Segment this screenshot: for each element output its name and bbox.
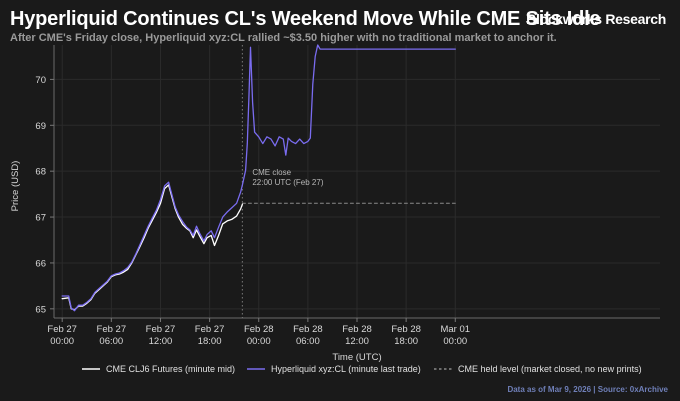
x-tick-label: Feb 28 xyxy=(293,324,323,335)
x-tick-label: 06:00 xyxy=(296,336,320,347)
x-tick-label: 12:00 xyxy=(149,336,173,347)
x-tick-label: 06:00 xyxy=(99,336,123,347)
chart-subtitle: After CME's Friday close, Hyperliquid xy… xyxy=(10,32,557,44)
x-tick-label: Feb 27 xyxy=(47,324,77,335)
grid xyxy=(53,45,660,319)
x-tick-label: Feb 27 xyxy=(97,324,127,335)
hyperliquid-series-line xyxy=(61,44,456,312)
data-source-note: Data as of Mar 9, 2026 | Source: 0xArchi… xyxy=(507,385,668,394)
x-tick-label: 18:00 xyxy=(394,336,418,347)
y-axis-label: Price (USD) xyxy=(10,161,21,212)
y-tick-label: 66 xyxy=(35,258,46,269)
x-tick-label: 18:00 xyxy=(198,336,222,347)
annotation-cme-close: CME close xyxy=(252,168,291,177)
x-axis-label: Time (UTC) xyxy=(332,352,381,363)
x-tick-label: Mar 01 xyxy=(440,324,470,335)
chart-title: Hyperliquid Continues CL's Weekend Move … xyxy=(10,8,601,30)
x-tick-label: Feb 28 xyxy=(342,324,372,335)
y-tick-label: 70 xyxy=(35,75,46,86)
x-tick-label: 00:00 xyxy=(247,336,271,347)
x-tick-label: Feb 28 xyxy=(244,324,274,335)
y-tick-label: 68 xyxy=(35,167,46,178)
y-axis: 65 66 67 68 69 70 xyxy=(35,75,54,315)
legend-item-hyperliquid-label: Hyperliquid xyz:CL (minute last trade) xyxy=(271,364,421,374)
cme-series-line xyxy=(61,184,244,311)
y-tick-label: 69 xyxy=(35,121,46,132)
x-tick-label: 12:00 xyxy=(345,336,369,347)
brand-logo-text: Blockworks Research xyxy=(526,11,666,27)
y-tick-label: 65 xyxy=(35,304,46,315)
x-tick-label: 00:00 xyxy=(443,336,467,347)
y-tick-label: 67 xyxy=(35,213,46,224)
legend-item-cme-held-label: CME held level (market closed, no new pr… xyxy=(458,364,642,374)
x-tick-label: 00:00 xyxy=(50,336,74,347)
x-tick-label: Feb 27 xyxy=(195,324,225,335)
annotation-cme-close-time: 22:00 UTC (Feb 27) xyxy=(252,178,323,187)
legend: CME CLJ6 Futures (minute mid) Hyperliquid… xyxy=(82,364,642,374)
x-tick-label: Feb 28 xyxy=(391,324,421,335)
series-lines xyxy=(61,44,456,312)
legend-item-cme-label: CME CLJ6 Futures (minute mid) xyxy=(106,364,235,374)
x-tick-label: Feb 27 xyxy=(146,324,176,335)
